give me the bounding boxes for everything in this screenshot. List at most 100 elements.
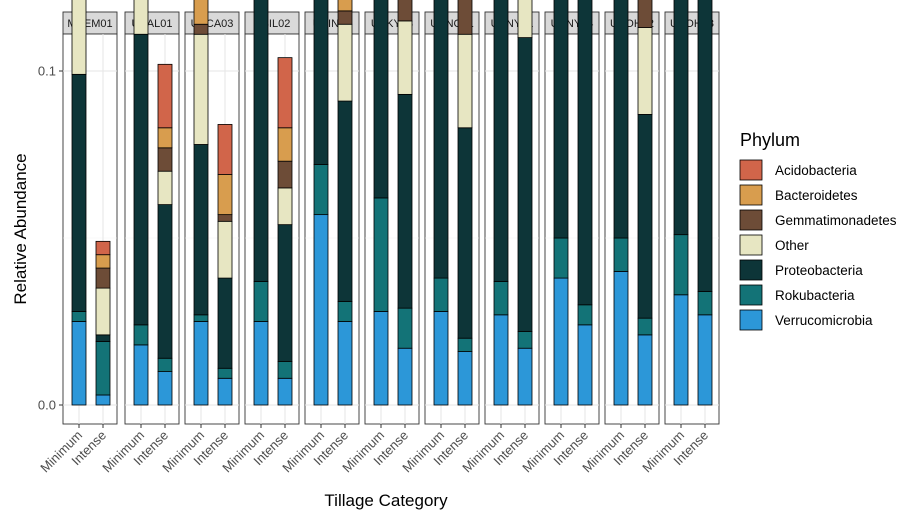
bar-segment-rokubacteria xyxy=(697,291,713,316)
bar-segment-proteobacteria xyxy=(95,334,111,342)
bar-segment-other xyxy=(517,0,533,39)
bar-segment-other xyxy=(193,33,209,145)
bar-segment-acidobacteria xyxy=(95,240,111,256)
bar-segment-verrucomicrobia xyxy=(193,321,209,406)
bar-segment-verrucomicrobia xyxy=(553,277,569,406)
bar-segment-other xyxy=(277,187,293,226)
bar-segment-rokubacteria xyxy=(673,234,689,296)
legend-label: Rokubacteria xyxy=(775,288,855,303)
bar-segment-proteobacteria xyxy=(613,0,629,239)
bar-segment-other xyxy=(637,27,653,115)
legend-label: Gemmatimonadetes xyxy=(775,213,897,228)
bar-segment-proteobacteria xyxy=(553,0,569,239)
bar-segment-verrucomicrobia xyxy=(613,270,629,406)
x-axis-title: Tillage Category xyxy=(324,491,448,510)
bar-segment-proteobacteria xyxy=(193,144,209,316)
bar-segment-verrucomicrobia xyxy=(493,314,509,406)
legend-label: Bacteroidetes xyxy=(775,188,858,203)
bar-segment-bacteroidetes xyxy=(95,254,111,269)
bar-segment-rokubacteria xyxy=(277,361,293,379)
bar-segment-verrucomicrobia xyxy=(253,321,269,406)
legend-swatch xyxy=(739,309,763,331)
bar-segment-bacteroidetes xyxy=(193,0,209,25)
legend-item-rokubacteria: Rokubacteria xyxy=(739,284,855,306)
bar-segment-other xyxy=(133,0,149,35)
bar-segment-gemmatimonadetes xyxy=(277,160,293,189)
bar-segment-verrucomicrobia xyxy=(133,344,149,406)
bar-segment-rokubacteria xyxy=(337,301,353,322)
bar-segment-other xyxy=(157,170,173,205)
bar-segment-gemmatimonadetes xyxy=(397,0,413,22)
bar-segment-proteobacteria xyxy=(217,277,233,369)
bar-segment-rokubacteria xyxy=(433,277,449,312)
bar-segment-rokubacteria xyxy=(517,331,533,349)
bar-segment-other xyxy=(217,220,233,279)
bar-segment-proteobacteria xyxy=(493,0,509,282)
legend-label: Other xyxy=(775,238,809,253)
bar-segment-proteobacteria xyxy=(433,0,449,279)
bar-segment-verrucomicrobia xyxy=(517,347,533,406)
y-tick-label: 0.1 xyxy=(38,64,56,79)
bar-segment-gemmatimonadetes xyxy=(157,147,173,172)
legend-items: Acidobacteria Bacteroidetes Gemmatimonadet… xyxy=(739,159,897,331)
legend-swatch xyxy=(739,234,763,256)
bar-segment-proteobacteria xyxy=(397,93,413,309)
legend-item-acidobacteria: Acidobacteria xyxy=(739,159,857,181)
bar-segment-proteobacteria xyxy=(337,100,353,302)
bar-segment-rokubacteria xyxy=(373,197,389,312)
bar-segment-proteobacteria xyxy=(133,33,149,326)
bar-segment-gemmatimonadetes xyxy=(95,267,111,289)
bar-segment-verrucomicrobia xyxy=(673,294,689,406)
bar-segment-verrucomicrobia xyxy=(373,311,389,406)
bar-segment-rokubacteria xyxy=(71,311,87,322)
bar-segment-proteobacteria xyxy=(637,114,653,319)
y-axis-title: Relative Abundance xyxy=(11,153,30,304)
bar-segment-verrucomicrobia xyxy=(433,311,449,406)
legend-label: Proteobacteria xyxy=(775,263,863,278)
bar-segment-proteobacteria xyxy=(313,0,329,165)
bar-segment-acidobacteria xyxy=(157,63,173,129)
y-axis: 0.00.10.20.30.4 xyxy=(38,64,63,413)
bar-segment-verrucomicrobia xyxy=(457,351,473,406)
legend-swatch xyxy=(739,209,763,231)
bar-segment-other xyxy=(337,23,353,102)
bar-segment-rokubacteria xyxy=(637,317,653,336)
bar-segment-gemmatimonadetes xyxy=(337,10,353,25)
bar-segment-other xyxy=(95,287,111,336)
bar-segment-rokubacteria xyxy=(397,307,413,349)
bar-segment-rokubacteria xyxy=(157,357,173,372)
bar-segment-gemmatimonadetes xyxy=(193,23,209,35)
bar-segment-bacteroidetes xyxy=(157,127,173,149)
y-tick-label: 0.0 xyxy=(38,398,56,413)
bar-segment-verrucomicrobia xyxy=(217,377,233,406)
bar-segment-acidobacteria xyxy=(277,57,293,129)
bar-segment-gemmatimonadetes xyxy=(637,0,653,28)
bar-segment-other xyxy=(71,0,87,75)
bar-segment-rokubacteria xyxy=(493,281,509,316)
bar-segment-rokubacteria xyxy=(217,367,233,379)
bar-segment-gemmatimonadetes xyxy=(457,0,473,35)
bar-segment-rokubacteria xyxy=(253,281,269,322)
bar-segment-rokubacteria xyxy=(95,341,111,396)
bar-segment-bacteroidetes xyxy=(337,0,353,12)
legend-item-bacteroidetes: Bacteroidetes xyxy=(739,184,858,206)
bar-segment-verrucomicrobia xyxy=(337,321,353,406)
facet-panels: MXEM01MinimumIntenseUSAL01MinimumIntense… xyxy=(37,0,720,475)
bar-segment-bacteroidetes xyxy=(277,127,293,162)
bar-segment-proteobacteria xyxy=(71,73,87,312)
bar-segment-proteobacteria xyxy=(373,0,389,199)
bar-segment-verrucomicrobia xyxy=(697,314,713,406)
legend-label: Verrucomicrobia xyxy=(775,313,873,328)
legend-swatch xyxy=(739,159,763,181)
legend-item-proteobacteria: Proteobacteria xyxy=(739,259,863,281)
bar-segment-proteobacteria xyxy=(673,0,689,236)
bar-segment-rokubacteria xyxy=(577,304,593,326)
bar-segment-rokubacteria xyxy=(133,324,149,346)
